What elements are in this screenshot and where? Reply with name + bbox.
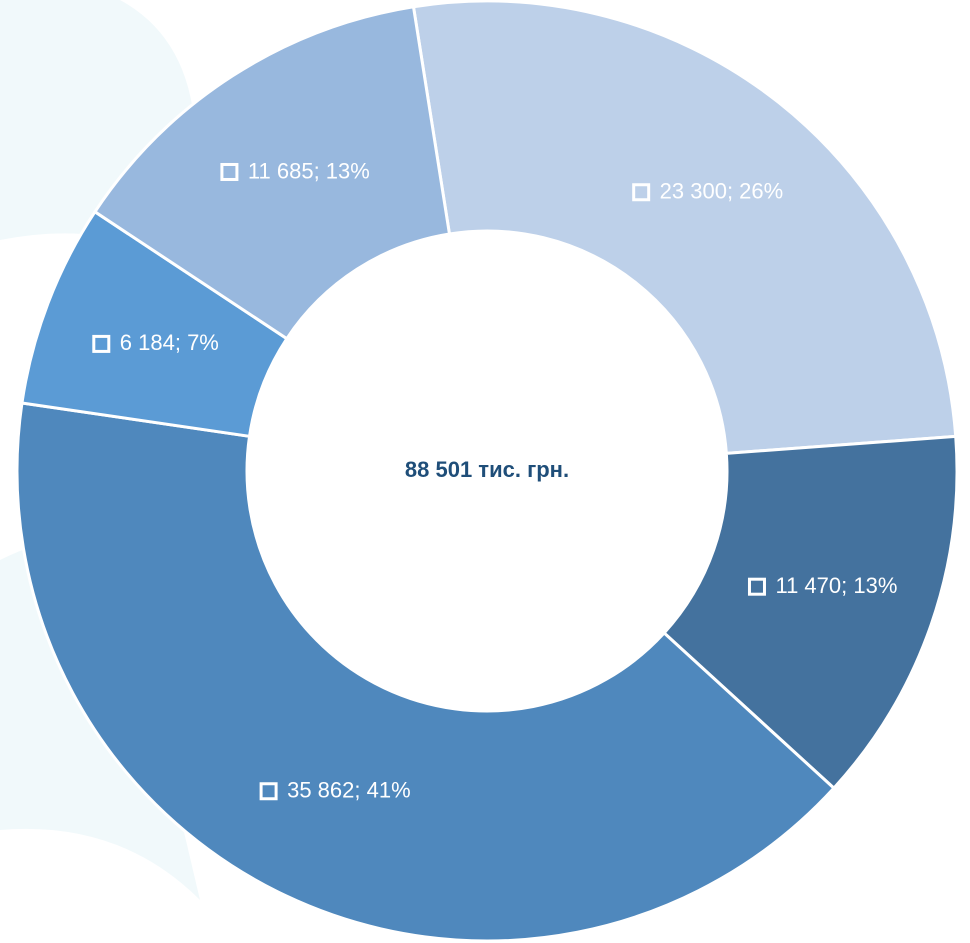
data-label: 11 470; 13% bbox=[775, 573, 897, 598]
slice bbox=[92, 5, 452, 341]
data-label: 35 862; 41% bbox=[287, 778, 411, 803]
slice bbox=[15, 401, 836, 943]
center-label: 88 501 тис. грн. bbox=[405, 457, 569, 482]
data-label: 6 184; 7% bbox=[120, 330, 219, 355]
slice bbox=[662, 434, 959, 791]
label-marker bbox=[259, 782, 278, 801]
label-marker bbox=[747, 577, 766, 596]
slice bbox=[411, 0, 958, 455]
data-label: 11 685; 13% bbox=[248, 158, 370, 183]
label-marker bbox=[632, 183, 651, 202]
label-marker bbox=[92, 334, 111, 353]
label-marker bbox=[220, 162, 239, 181]
slices bbox=[15, 0, 959, 943]
data-label: 23 300; 26% bbox=[660, 179, 784, 204]
